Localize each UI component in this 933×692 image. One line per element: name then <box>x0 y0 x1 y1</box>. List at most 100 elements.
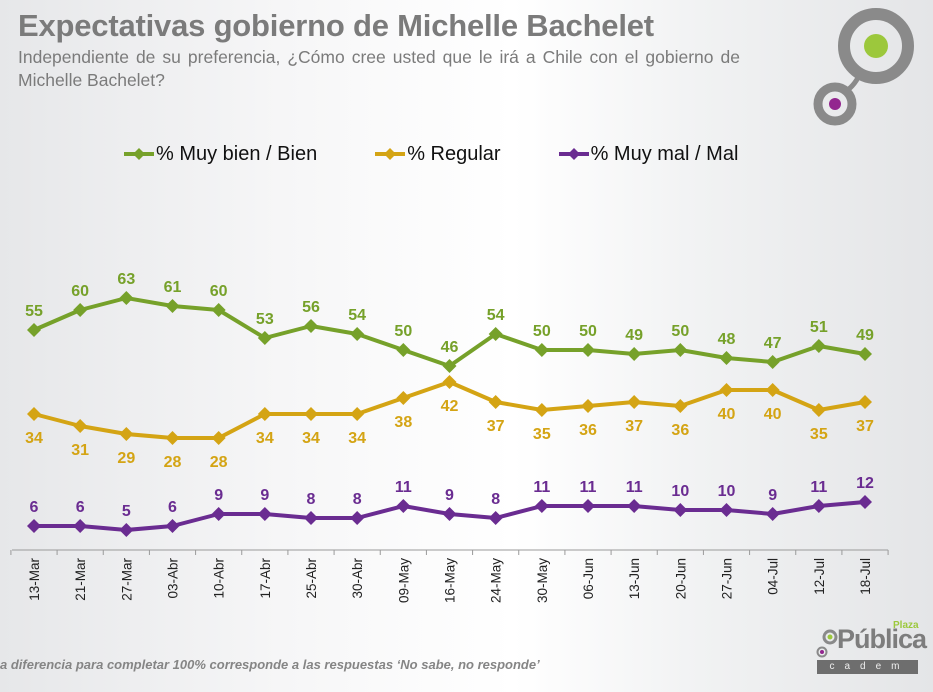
data-label: 12 <box>856 475 874 492</box>
data-point-marker <box>811 403 826 417</box>
x-tick-label: 17-Abr <box>258 558 273 599</box>
data-point-marker <box>581 399 595 413</box>
x-tick-label: 27-Jun <box>720 558 735 599</box>
data-point-marker <box>396 499 411 513</box>
data-point-marker <box>488 511 503 525</box>
data-point-marker <box>27 407 41 421</box>
data-point-marker <box>304 511 318 525</box>
data-point-marker <box>581 343 595 357</box>
chart-legend: % Muy bien / Bien % Regular % Muy mal / … <box>124 142 796 166</box>
x-tick-label: 25-Abr <box>304 558 319 599</box>
data-label: 28 <box>210 454 228 471</box>
legend-item-muy-mal[interactable]: % Muy mal / Mal <box>558 142 739 166</box>
data-point-marker <box>165 431 180 445</box>
data-label: 61 <box>164 279 182 296</box>
data-label: 50 <box>533 323 551 340</box>
logo-plaza-text: Plaza <box>893 620 919 631</box>
x-tick-label: 30-May <box>535 558 550 603</box>
data-point-marker <box>627 395 642 409</box>
data-point-marker <box>811 339 826 353</box>
data-point-marker <box>673 343 688 357</box>
data-label: 8 <box>307 491 316 508</box>
data-label: 31 <box>71 442 89 459</box>
data-point-marker <box>719 383 734 397</box>
data-label: 9 <box>445 487 454 504</box>
data-point-marker <box>27 519 41 533</box>
data-point-marker <box>673 503 688 517</box>
legend-label: % Regular <box>407 142 501 165</box>
data-label: 50 <box>579 323 597 340</box>
data-label: 34 <box>25 430 43 447</box>
data-label: 50 <box>394 323 412 340</box>
data-label: 37 <box>625 418 643 435</box>
data-point-marker <box>673 399 688 413</box>
x-tick-label: 12-Jul <box>812 558 827 595</box>
data-point-marker <box>858 347 872 361</box>
x-tick-label: 10-Abr <box>212 558 227 599</box>
data-point-marker <box>119 291 134 305</box>
legend-item-regular[interactable]: % Regular <box>375 142 501 166</box>
data-label: 47 <box>764 335 782 352</box>
data-label: 42 <box>441 398 459 415</box>
data-point-marker <box>765 383 780 397</box>
data-label: 6 <box>76 499 85 516</box>
data-label: 10 <box>718 483 736 500</box>
data-label: 49 <box>856 327 874 344</box>
data-label: 35 <box>533 426 551 443</box>
question-subtitle: Independiente de su preferencia, ¿Cómo c… <box>18 47 740 90</box>
data-label: 54 <box>348 307 366 324</box>
data-label: 28 <box>164 454 182 471</box>
legend-marker-green-icon <box>124 148 154 160</box>
data-point-marker <box>396 391 411 405</box>
data-point-marker <box>719 351 734 365</box>
data-point-marker <box>165 299 180 313</box>
data-label: 60 <box>210 283 228 300</box>
x-tick-label: 03-Abr <box>166 558 181 599</box>
data-point-marker <box>765 507 780 521</box>
data-point-marker <box>581 499 595 513</box>
x-tick-label: 04-Jul <box>766 558 781 595</box>
data-label: 9 <box>214 487 223 504</box>
data-label: 34 <box>256 430 274 447</box>
data-point-marker <box>488 395 503 409</box>
legend-item-muy-bien[interactable]: % Muy bien / Bien <box>124 143 317 166</box>
data-label: 35 <box>810 426 828 443</box>
data-label: 8 <box>491 491 500 508</box>
data-label: 38 <box>394 414 412 431</box>
data-point-marker <box>350 511 365 525</box>
logo-cadem-text: cadem <box>817 660 918 674</box>
data-point-marker <box>73 303 88 317</box>
data-label: 6 <box>30 499 39 516</box>
data-label: 40 <box>718 406 736 423</box>
data-label: 11 <box>580 479 597 496</box>
data-label: 10 <box>671 483 689 500</box>
data-point-marker <box>73 519 88 533</box>
data-point-marker <box>534 499 549 513</box>
x-tick-label: 24-May <box>489 558 504 603</box>
x-tick-label: 09-May <box>396 558 411 603</box>
data-label: 55 <box>25 303 43 320</box>
legend-label: % Muy bien / Bien <box>156 142 318 165</box>
data-label: 51 <box>810 319 828 336</box>
data-point-marker <box>211 303 226 317</box>
data-label: 11 <box>395 479 412 496</box>
x-tick-label: 13-Mar <box>27 558 42 601</box>
x-tick-label: 06-Jun <box>581 558 596 599</box>
data-point-marker <box>627 499 642 513</box>
data-point-marker <box>119 523 134 537</box>
x-tick-label: 30-Abr <box>350 558 365 599</box>
data-point-marker <box>488 327 503 341</box>
line-chart: 13-Mar 21-Mar 27-Mar 03-Abr 10-Abr 17-Abr 25-A… <box>10 271 889 603</box>
data-point-marker <box>257 407 272 421</box>
legend-label: % Muy mal / Mal <box>590 142 739 165</box>
data-label: 37 <box>856 418 874 435</box>
data-label: 5 <box>122 503 131 520</box>
data-label: 50 <box>671 323 689 340</box>
logo-dots-icon <box>816 629 838 658</box>
data-point-marker <box>350 327 365 341</box>
x-tick-label: 27-Mar <box>119 558 134 601</box>
data-label: 9 <box>768 487 777 504</box>
data-point-marker <box>27 323 41 337</box>
data-label: 40 <box>764 406 782 423</box>
data-label: 11 <box>810 479 827 496</box>
